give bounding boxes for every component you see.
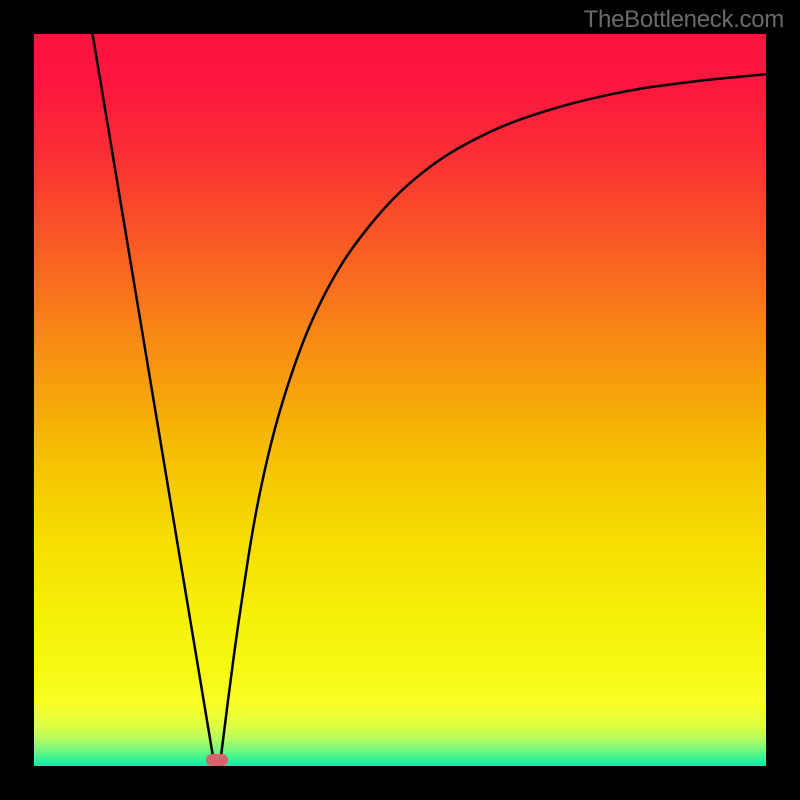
optimal-marker — [206, 754, 228, 766]
watermark-text: TheBottleneck.com — [584, 6, 784, 34]
gradient-background — [34, 34, 766, 766]
